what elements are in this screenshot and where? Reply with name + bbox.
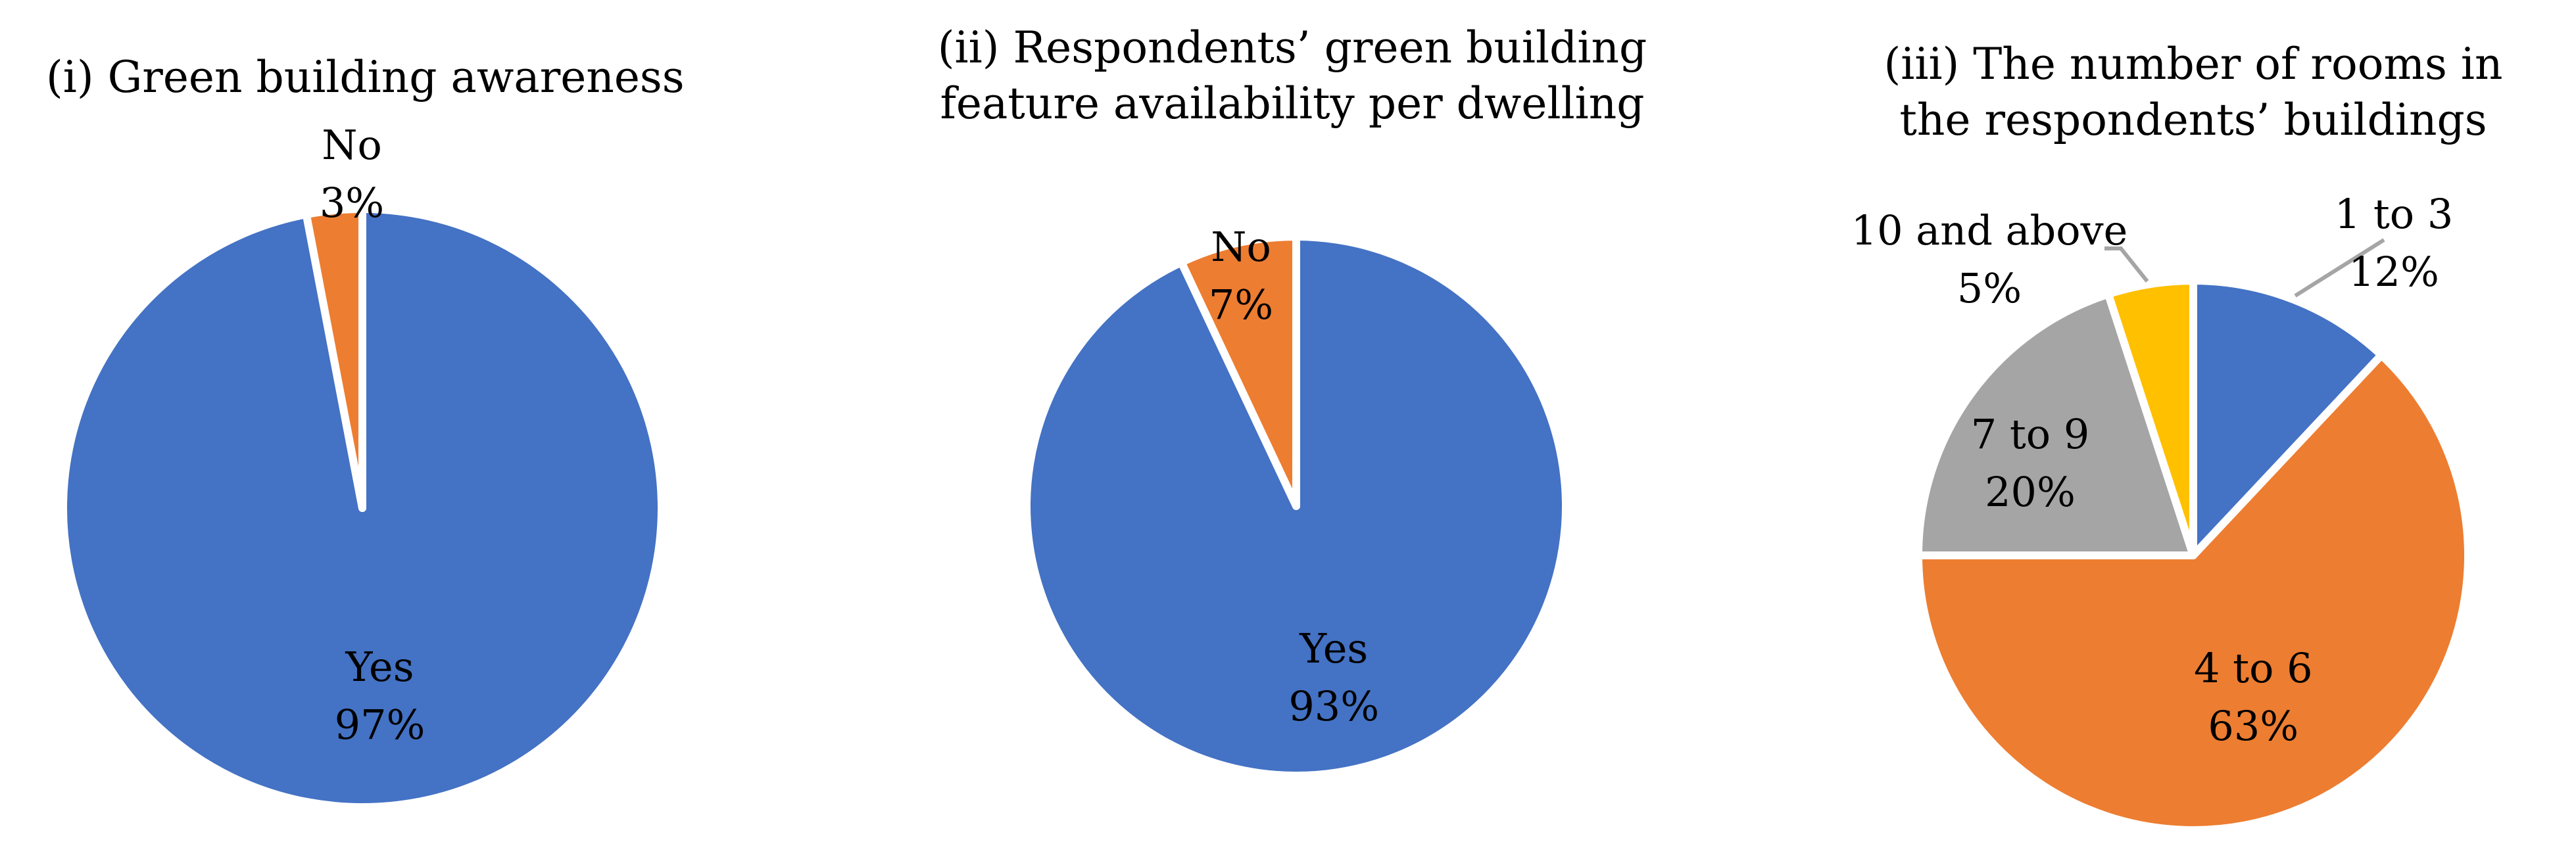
slice-label-yes: Yes: [345, 643, 414, 691]
slice-percent-yes: 97%: [335, 701, 425, 749]
pie-slice-1-to-3: [2189, 277, 2386, 559]
pie-chart-number-of-rooms: (iii) The number of rooms in the responde…: [1851, 39, 2503, 834]
slice-percent-10-and-above: 5%: [1957, 264, 2022, 312]
slice-percent-no: 7%: [1209, 281, 1273, 329]
pie-chart-feature-availability: (ii) Respondents’ green buildingfeature …: [938, 22, 1647, 780]
slice-label-no: No: [1211, 223, 1271, 271]
slice-percent-no: 3%: [320, 179, 384, 227]
leader-line-10-and-above: [2104, 246, 2149, 283]
leader-line-1-to-3: [2294, 238, 2385, 298]
slice-label-10-and-above: 10 and above: [1851, 206, 2128, 254]
chart-title-line: feature availability per dwelling: [940, 78, 1644, 129]
pie-slice-no: [302, 205, 366, 512]
chart-title-line: the respondents’ buildings: [1899, 95, 2487, 145]
chart-title-line: (i) Green building awareness: [46, 52, 685, 103]
pie-chart-green-building-awareness: (i) Green building awareness Yes 97% No 3%: [46, 52, 685, 811]
pie-slice-10-and-above: [2104, 277, 2197, 559]
pie-slice-no: [1177, 233, 1300, 510]
slice-label-4-to-6: 4 to 6: [2194, 644, 2313, 692]
slice-label-no: No: [322, 121, 382, 169]
pie-slice-4-to-6: [1914, 351, 2472, 834]
chart-title-line: (iii) The number of rooms in: [1883, 39, 2502, 89]
slice-percent-1-to-3: 12%: [2348, 248, 2439, 296]
slice-label-7-to-9: 7 to 9: [1971, 410, 2090, 458]
slice-percent-yes: 93%: [1288, 682, 1379, 730]
slice-label-yes: Yes: [1299, 624, 1368, 672]
slice-percent-4-to-6: 63%: [2208, 702, 2298, 750]
chart-title-line: (ii) Respondents’ green building: [938, 22, 1647, 73]
slice-percent-7-to-9: 20%: [1985, 468, 2076, 516]
slice-label-1-to-3: 1 to 3: [2335, 190, 2454, 238]
pie-slice-7-to-9: [1914, 290, 2197, 559]
